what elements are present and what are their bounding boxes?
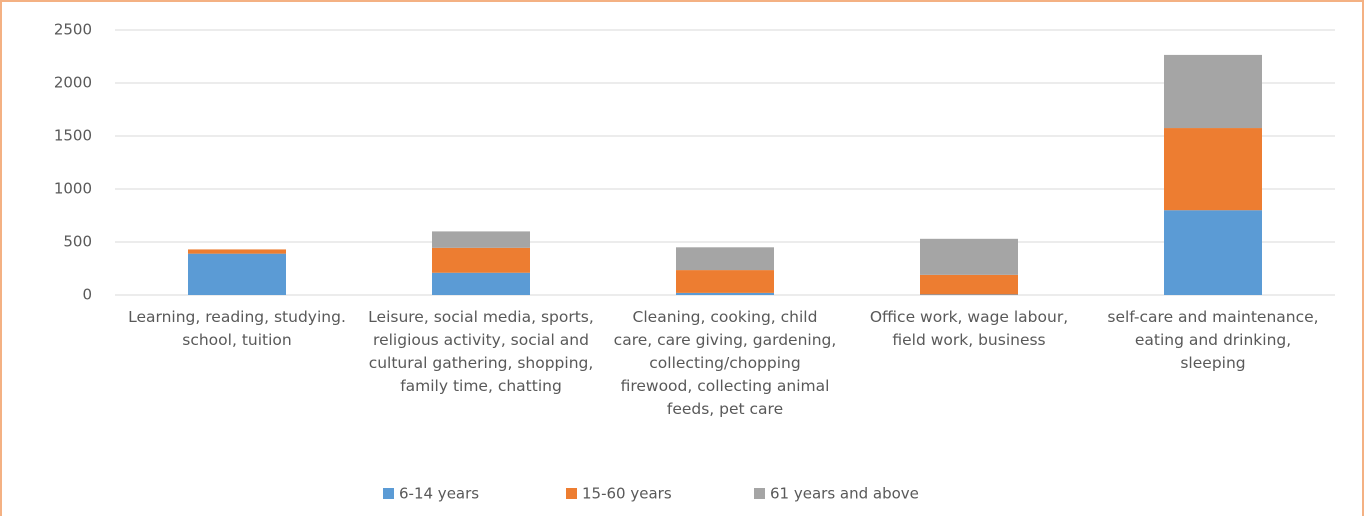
y-tick-label: 2000 [54,74,92,92]
bar-segment [920,274,1018,295]
bar-segment [676,270,774,293]
bar-segment [920,238,1018,275]
y-tick-label: 1000 [54,180,92,198]
x-tick-label: Learning, reading, studying. school, tui… [128,308,346,349]
y-tick-label: 500 [63,233,92,251]
x-tick-label: self-care and maintenance, eating and dr… [1107,308,1319,372]
bar-segment [676,247,774,271]
bar-segment [676,292,774,295]
legend-label: 15-60 years [582,485,672,503]
x-tick-label: Office work, wage labour, field work, bu… [869,308,1069,349]
x-tick-label: Leisure, social media, sports, religious… [368,308,594,395]
bar-segment [432,231,530,248]
y-tick-label: 0 [82,286,92,304]
y-tick-label: 1500 [54,127,92,145]
bar-segment [1164,128,1262,211]
bar-segment [188,253,286,295]
bar-segment [432,247,530,273]
bar-segment [432,272,530,295]
y-tick-label: 2500 [54,21,92,39]
legend-swatch [566,488,577,499]
x-tick-label: Cleaning, cooking, child care, care givi… [613,308,837,418]
bar-segment [1164,54,1262,129]
legend-label: 6-14 years [399,485,479,503]
bar-segment [1164,210,1262,295]
legend-swatch [754,488,765,499]
legend-swatch [383,488,394,499]
bar-segment [920,294,1018,295]
bar-segment [188,249,286,254]
legend-label: 61 years and above [770,485,919,503]
